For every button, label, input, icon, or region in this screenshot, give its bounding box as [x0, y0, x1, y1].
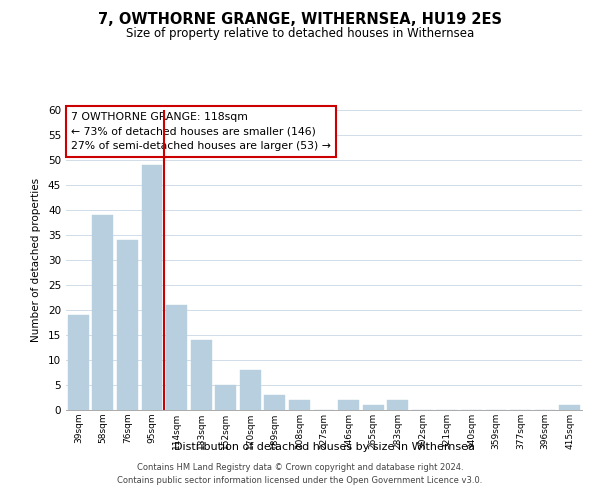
Bar	[166, 305, 187, 410]
Bar	[265, 395, 286, 410]
Bar	[387, 400, 408, 410]
Bar	[142, 165, 163, 410]
Bar	[240, 370, 261, 410]
Bar	[215, 385, 236, 410]
Bar	[68, 315, 89, 410]
Bar	[289, 400, 310, 410]
Bar	[117, 240, 138, 410]
Bar	[338, 400, 359, 410]
Bar	[191, 340, 212, 410]
Text: Size of property relative to detached houses in Withernsea: Size of property relative to detached ho…	[126, 28, 474, 40]
Text: Contains HM Land Registry data © Crown copyright and database right 2024.
Contai: Contains HM Land Registry data © Crown c…	[118, 464, 482, 485]
Text: 7 OWTHORNE GRANGE: 118sqm
← 73% of detached houses are smaller (146)
27% of semi: 7 OWTHORNE GRANGE: 118sqm ← 73% of detac…	[71, 112, 331, 151]
Bar	[559, 405, 580, 410]
Text: Distribution of detached houses by size in Withernsea: Distribution of detached houses by size …	[173, 442, 475, 452]
Bar	[362, 405, 383, 410]
Y-axis label: Number of detached properties: Number of detached properties	[31, 178, 41, 342]
Bar	[92, 215, 113, 410]
Text: 7, OWTHORNE GRANGE, WITHERNSEA, HU19 2ES: 7, OWTHORNE GRANGE, WITHERNSEA, HU19 2ES	[98, 12, 502, 28]
